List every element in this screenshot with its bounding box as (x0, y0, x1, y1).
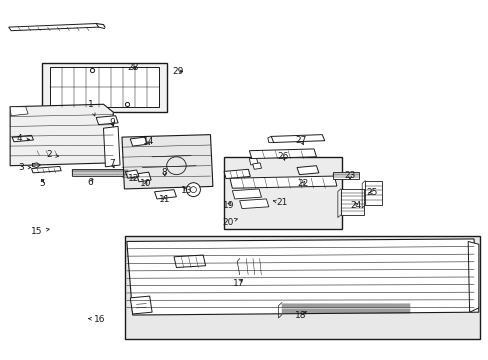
Polygon shape (154, 190, 176, 199)
Text: 23: 23 (344, 171, 355, 180)
Polygon shape (249, 158, 258, 165)
Bar (365, 181, 381, 205)
Text: 19: 19 (222, 201, 234, 210)
Polygon shape (130, 137, 147, 146)
Text: 24: 24 (350, 201, 361, 210)
Text: 16: 16 (88, 315, 105, 324)
Text: 5: 5 (39, 179, 44, 188)
Bar (340, 189, 363, 215)
Polygon shape (174, 255, 205, 267)
Text: 14: 14 (142, 137, 154, 146)
Text: 17: 17 (233, 279, 244, 288)
Text: 2: 2 (46, 150, 59, 159)
Polygon shape (224, 169, 250, 179)
Text: 25: 25 (366, 188, 377, 197)
Polygon shape (125, 170, 139, 178)
Polygon shape (232, 189, 261, 199)
Text: 6: 6 (87, 178, 93, 187)
Polygon shape (252, 163, 261, 169)
Polygon shape (229, 176, 336, 188)
Text: 12: 12 (127, 175, 139, 184)
Polygon shape (28, 149, 66, 156)
Polygon shape (239, 199, 268, 208)
Text: 10: 10 (140, 179, 151, 188)
Polygon shape (296, 166, 318, 175)
Bar (41, 63, 166, 112)
Polygon shape (12, 135, 33, 142)
Text: 8: 8 (161, 168, 167, 177)
Text: 13: 13 (181, 186, 192, 195)
Text: 26: 26 (277, 152, 288, 161)
Polygon shape (126, 239, 478, 315)
Text: 18: 18 (295, 311, 306, 320)
Polygon shape (130, 296, 152, 314)
Polygon shape (10, 104, 113, 166)
Polygon shape (136, 172, 151, 182)
Polygon shape (467, 242, 478, 312)
Text: 22: 22 (297, 179, 308, 188)
Polygon shape (9, 23, 99, 31)
Text: 4: 4 (16, 134, 29, 143)
Text: 21: 21 (273, 198, 287, 207)
Polygon shape (122, 135, 212, 189)
Text: 15: 15 (31, 227, 49, 236)
Text: 3: 3 (18, 163, 31, 172)
Text: 1: 1 (87, 100, 95, 116)
Bar (125, 237, 479, 339)
Text: 7: 7 (109, 159, 115, 168)
Text: 29: 29 (172, 67, 183, 76)
Bar (224, 157, 341, 229)
Ellipse shape (186, 183, 200, 197)
Polygon shape (96, 116, 118, 125)
Polygon shape (31, 166, 61, 173)
Bar (72, 168, 127, 176)
Polygon shape (239, 257, 267, 275)
Bar (333, 172, 358, 179)
Ellipse shape (190, 187, 196, 193)
Polygon shape (50, 67, 159, 107)
Text: 11: 11 (159, 195, 170, 204)
Polygon shape (271, 135, 324, 143)
Text: 9: 9 (109, 118, 115, 127)
Text: 20: 20 (223, 218, 237, 227)
Polygon shape (10, 107, 28, 116)
Text: 27: 27 (295, 136, 306, 145)
Text: 28: 28 (127, 63, 138, 72)
Bar (282, 302, 409, 315)
Polygon shape (249, 149, 316, 158)
Polygon shape (103, 126, 120, 167)
